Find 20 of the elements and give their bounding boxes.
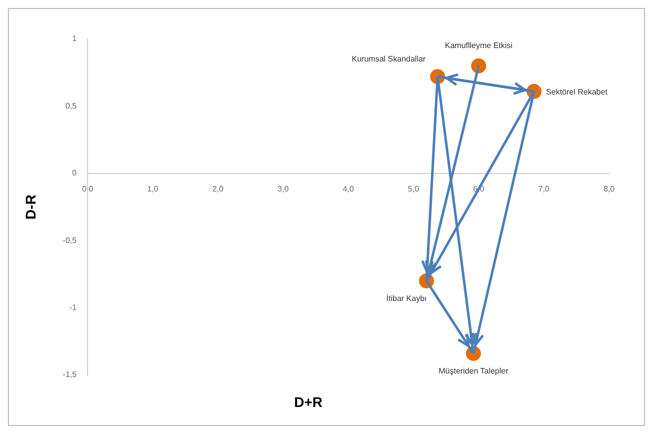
y-tick-label: 0 bbox=[72, 168, 78, 178]
y-tick-label: -0,5 bbox=[62, 236, 78, 245]
y-tick-label: 1 bbox=[72, 34, 78, 44]
y-tick-label: 0,5 bbox=[65, 101, 78, 110]
x-tick-label: 1,0 bbox=[147, 184, 159, 194]
annotation: Müşteriden Talepler bbox=[438, 366, 509, 376]
annotation: İtibar Kaybı bbox=[386, 294, 427, 303]
x-tick-label: 5,0 bbox=[408, 184, 420, 194]
annotation: Kamuflleyme Etkisi bbox=[444, 40, 513, 50]
x-tick-label: 8,0 bbox=[603, 184, 616, 194]
annotation: Sektörel Rekabet bbox=[546, 87, 608, 96]
x-tick-label: 4,0 bbox=[342, 184, 354, 194]
annotation: Kurumsal Skandallar bbox=[352, 54, 426, 64]
x-tick-label: 3,0 bbox=[278, 184, 290, 194]
y-tick-label: -1,5 bbox=[62, 370, 78, 380]
x-tick-label: 2,0 bbox=[212, 184, 224, 194]
y-axis-title: D-R bbox=[22, 194, 38, 220]
y-tick-label: -1 bbox=[69, 303, 78, 312]
x-axis-title: D+R bbox=[294, 394, 322, 410]
x-tick-label: 7,0 bbox=[538, 184, 550, 194]
